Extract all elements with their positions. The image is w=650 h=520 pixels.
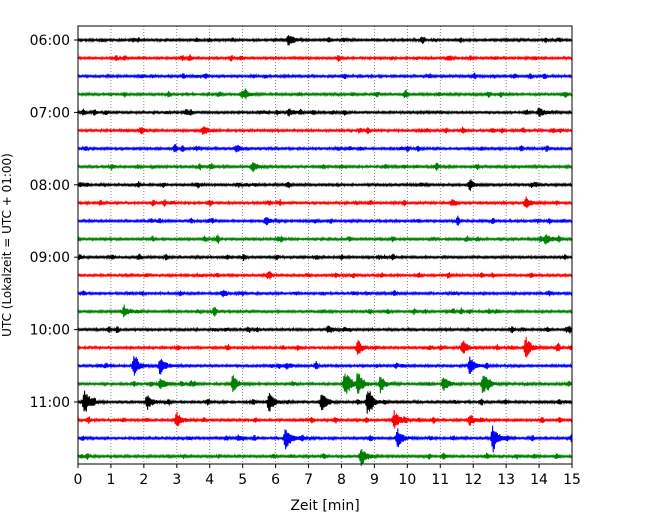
trace-0645 [77, 88, 573, 100]
trace-0900 [77, 253, 573, 262]
trace-1115 [77, 410, 573, 429]
y-tick-label: 08:00 [30, 178, 70, 194]
trace-1030 [77, 355, 573, 376]
trace-1100 [77, 390, 573, 414]
y-tick-label: 06:00 [30, 33, 70, 49]
x-tick-label: 1 [106, 472, 115, 488]
trace-1000 [77, 325, 573, 334]
x-tick-label: 6 [271, 472, 280, 488]
y-tick-label: 10:00 [30, 323, 70, 339]
trace-0745 [77, 162, 573, 173]
x-tick-label: 3 [172, 472, 181, 488]
x-tick-label: 8 [337, 472, 346, 488]
trace-0615 [77, 54, 573, 62]
x-tick-label: 5 [238, 472, 247, 488]
x-tick-label: 9 [370, 472, 379, 488]
x-tick-label: 2 [139, 472, 148, 488]
trace-1130 [77, 425, 573, 453]
trace-0730 [77, 143, 573, 153]
y-tick-label: 09:00 [30, 250, 70, 266]
trace-0845 [77, 234, 573, 245]
x-tick-label: 10 [398, 472, 416, 488]
x-tick-label: 15 [563, 472, 581, 488]
trace-1145 [77, 449, 573, 467]
y-axis: 06:00 07:00 08:00 09:00 10:00 11:00 [30, 33, 78, 411]
y-tick-label: 11:00 [30, 395, 70, 411]
x-tick-label: 12 [464, 472, 482, 488]
x-axis: 0 1 2 3 4 5 6 7 8 9 10 11 12 13 14 15 [74, 464, 581, 488]
seismogram-traces [77, 35, 573, 467]
trace-0630 [77, 72, 573, 80]
x-tick-label: 7 [304, 472, 313, 488]
y-axis-label: UTC (Lokalzeit = UTC + 01:00) [0, 153, 14, 337]
trace-0915 [77, 271, 573, 280]
trace-0830 [77, 215, 573, 226]
trace-0600 [77, 35, 573, 46]
x-tick-label: 11 [431, 472, 449, 488]
trace-0715 [77, 126, 573, 135]
plot-frame [77, 25, 573, 465]
trace-1015 [77, 337, 573, 358]
trace-1045 [77, 373, 573, 394]
x-tick-label: 0 [74, 472, 83, 488]
x-axis-label: Zeit [min] [290, 498, 359, 514]
trace-0815 [77, 196, 573, 209]
trace-0930 [77, 289, 573, 298]
x-tick-label: 13 [497, 472, 515, 488]
y-tick-label: 07:00 [30, 105, 70, 121]
x-tick-label: 14 [530, 472, 548, 488]
trace-0945 [77, 304, 573, 318]
x-tick-label: 4 [205, 472, 214, 488]
trace-0800 [77, 179, 573, 191]
trace-0700 [77, 107, 573, 117]
